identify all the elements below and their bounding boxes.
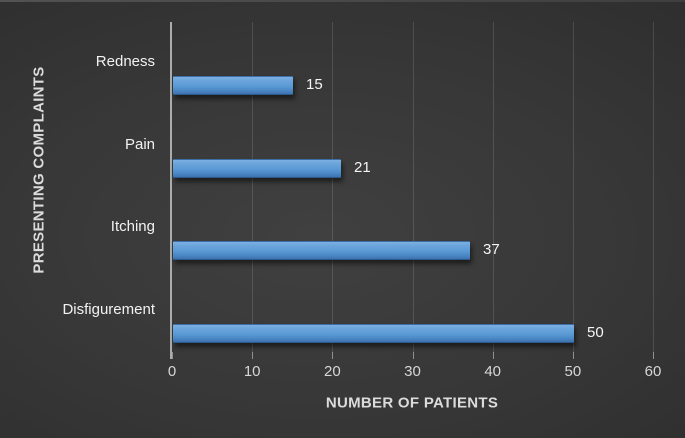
bar-value-label: 21 [354,158,371,176]
gridline [412,22,414,352]
gridline [332,22,334,352]
category-row: Disfigurement 50 [62,270,653,352]
x-tick-label: 40 [484,363,501,380]
category-label: Itching [110,218,155,235]
x-tick-label: 0 [167,363,177,380]
category-row: Itching 37 [111,187,653,269]
bar [173,158,341,178]
x-tick-label: 50 [564,363,582,380]
gridline [252,22,254,352]
x-tick-mark [572,352,574,359]
bar [173,76,293,95]
y-axis-title: PRESENTING COMPLAINTS [30,66,48,274]
x-tick-mark [492,352,494,359]
category-label: Disfigurement [62,300,155,318]
x-tick-label: 20 [323,363,341,380]
x-tick-mark [332,352,334,359]
x-tick-label: 10 [243,363,261,380]
bar [173,241,470,260]
plot-area: Redness 15 Pain 21 Itching 37 Disfigurement 50 … [62,22,661,380]
x-tick-mark [172,352,173,359]
bar-value-label: 50 [587,323,604,341]
gridline [653,22,654,352]
x-axis-title: NUMBER OF PATIENTS [325,394,499,412]
category-row: Redness 15 [96,22,653,104]
bar-value-label: 15 [306,76,323,93]
category-row: Pain 21 [125,105,653,187]
category-label: Pain [124,135,155,153]
gridline [492,22,494,352]
category-label: Redness [95,53,155,70]
bar [173,323,574,343]
x-tick-mark [252,352,254,359]
gridline [572,22,574,352]
x-tick-label: 30 [404,363,421,380]
x-tick-label: 60 [644,363,662,380]
y-axis-line [170,22,172,359]
x-tick-mark [653,352,654,359]
x-tick-mark [412,352,414,359]
bar-value-label: 37 [483,241,500,258]
